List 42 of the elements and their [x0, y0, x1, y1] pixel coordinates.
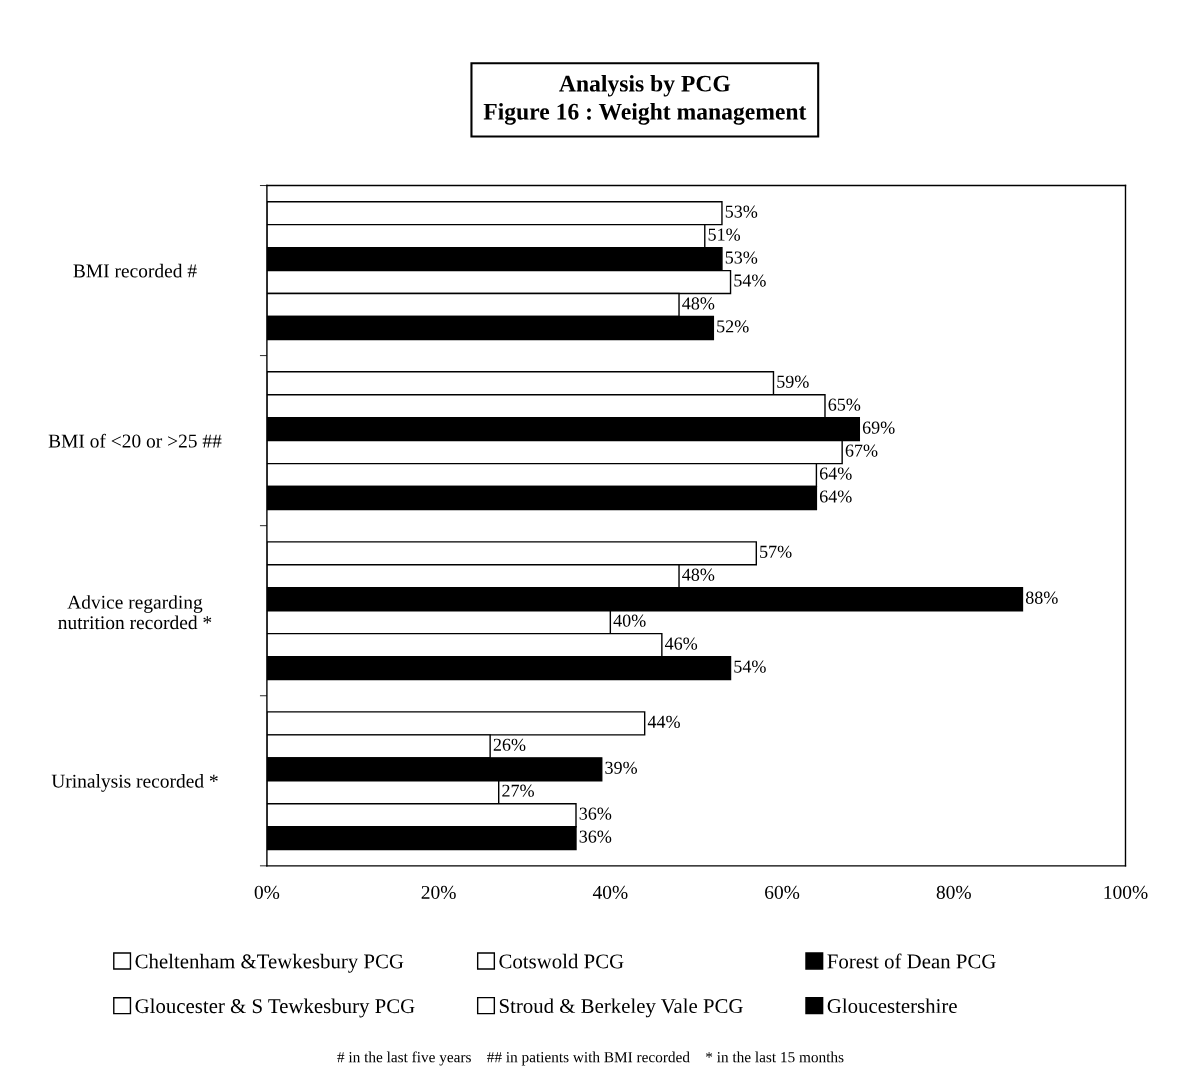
legend-label: Forest of Dean PCG: [827, 953, 996, 969]
data-label: 88%: [1025, 591, 1058, 604]
text: # in the last five years ## in patients with BMI recorded * in the last 15 months: [337, 1051, 844, 1066]
data-label: 69%: [862, 421, 895, 434]
data-label: 57%: [760, 545, 792, 558]
legend-label: Gloucestershire: [827, 998, 957, 1014]
data-label: 27%: [502, 784, 534, 797]
data-label: 40%: [613, 614, 646, 627]
x-tick-label: 40%: [592, 885, 628, 900]
legend-label: Stroud & Berkeley Vale PCG: [499, 998, 743, 1018]
data-label: 54%: [734, 274, 766, 287]
data-label: 26%: [493, 738, 526, 751]
data-label: 65%: [828, 398, 861, 411]
x-tick-label: 20%: [421, 885, 456, 900]
data-label: 59%: [777, 375, 809, 388]
data-label: 46%: [664, 637, 698, 650]
data-label: 64%: [819, 467, 852, 480]
data-label: 67%: [845, 444, 878, 457]
y-tick-label: Urinalysis recorded *: [51, 774, 218, 792]
x-tick-label: 0%: [254, 885, 280, 900]
x-tick-label: 80%: [936, 885, 971, 900]
data-label: 64%: [819, 490, 852, 503]
legend-label: Cotswold PCG: [499, 953, 624, 969]
chart-title: Analysis by PCG Figure 16 : Weight management: [483, 75, 807, 125]
y-tick-label: BMI recorded #: [73, 263, 197, 278]
data-label: 48%: [682, 568, 715, 581]
data-label: 36%: [579, 807, 612, 820]
data-label: 39%: [605, 761, 638, 774]
data-label: 51%: [708, 228, 741, 241]
data-label: 36%: [579, 830, 612, 843]
x-tick-label: 60%: [765, 885, 800, 900]
legend-label: Gloucester & S Tewkesbury PCG: [135, 998, 415, 1018]
x-tick-label: 100%: [1104, 885, 1148, 900]
y-tick-label: Advice regarding nutrition recorded *: [58, 595, 212, 630]
data-label: 48%: [682, 297, 715, 310]
y-tick-label: BMI of <20 or >25 ##: [48, 433, 222, 448]
data-label: 53%: [725, 205, 758, 218]
data-label: 52%: [717, 320, 749, 333]
data-label: 44%: [647, 715, 680, 728]
legend-label: Cheltenham &Tewkesbury PCG: [135, 953, 404, 973]
data-label: 54%: [734, 660, 766, 673]
data-label: 53%: [725, 251, 758, 264]
